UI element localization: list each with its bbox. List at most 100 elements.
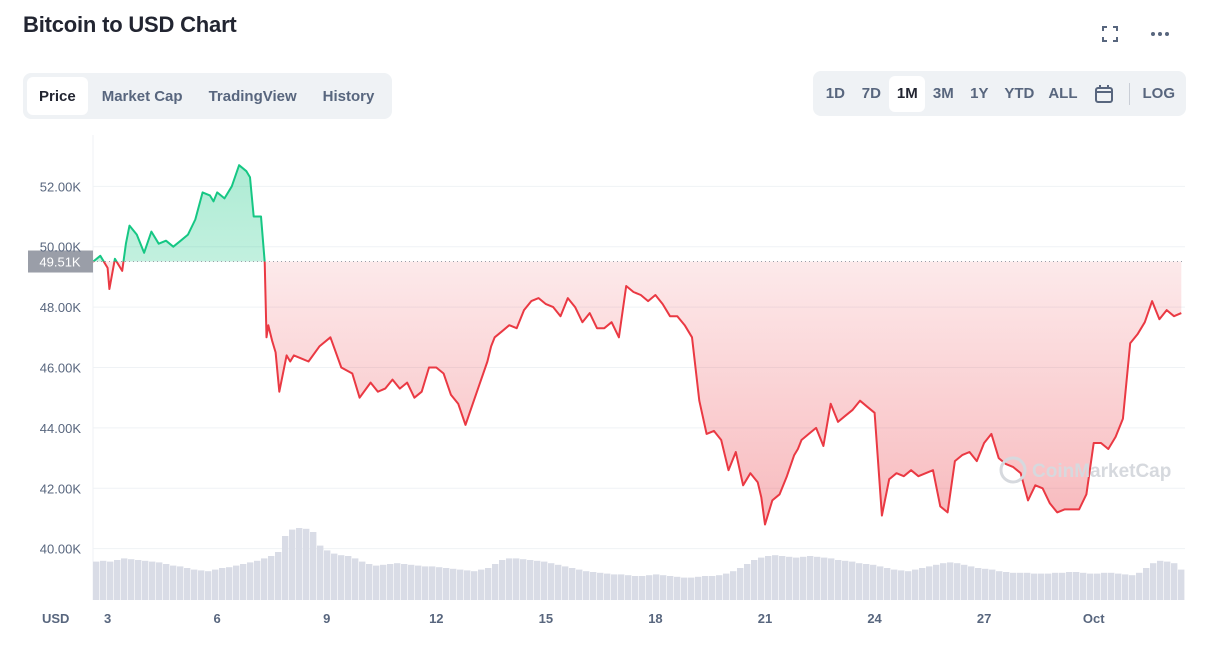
price-line-above: [92, 164, 266, 262]
tab-tradingview[interactable]: TradingView: [208, 87, 297, 105]
volume-bar: [485, 568, 492, 600]
volume-bar: [653, 574, 660, 600]
volume-bar: [156, 562, 163, 600]
volume-bar: [604, 573, 611, 600]
volume-bar: [744, 564, 751, 600]
volume-bar: [688, 577, 695, 600]
volume-bar: [1171, 563, 1178, 600]
volume-bar: [107, 561, 114, 600]
volume-bar: [1066, 572, 1073, 600]
volume-bar: [639, 576, 646, 600]
volume-bar: [282, 536, 289, 600]
volume-bar: [331, 553, 338, 600]
volume-bar: [646, 575, 653, 600]
volume-bar: [205, 571, 212, 600]
volume-bar: [534, 560, 541, 600]
volume-bar: [576, 569, 583, 600]
area-below-reference: [93, 261, 1182, 525]
y-unit-label: USD: [42, 611, 69, 626]
volume-bar: [149, 561, 156, 600]
range-1m[interactable]: 1M: [889, 75, 926, 112]
range-ytd[interactable]: YTD: [1004, 85, 1035, 102]
volume-bar: [422, 566, 429, 600]
volume-bar: [597, 572, 604, 600]
volume-bar: [219, 568, 226, 600]
tab-history[interactable]: History: [322, 87, 375, 105]
volume-bar: [870, 564, 877, 600]
volume-bar: [184, 568, 191, 600]
volume-bar: [359, 561, 366, 600]
volume-bar: [352, 558, 359, 600]
volume-bar: [303, 528, 310, 600]
volume-bar: [121, 558, 128, 600]
volume-bar: [401, 564, 408, 600]
volume-bar: [457, 569, 464, 600]
volume-bar: [723, 573, 730, 600]
chart-title: Bitcoin to USD Chart: [23, 12, 237, 37]
range-all[interactable]: ALL: [1048, 85, 1078, 102]
volume-bar: [254, 560, 261, 600]
volume-bar: [772, 555, 779, 600]
volume-bar: [324, 550, 331, 600]
volume-bar: [1129, 575, 1136, 600]
y-tick-label: 50.00K: [40, 240, 82, 255]
volume-bar: [1178, 569, 1185, 600]
fullscreen-icon[interactable]: [1096, 20, 1124, 48]
volume-bar: [128, 559, 135, 600]
price-area: [93, 165, 1182, 525]
volume-bar: [114, 560, 121, 600]
volume-bar: [163, 564, 170, 600]
volume-bar: [247, 562, 254, 600]
volume-bar: [891, 569, 898, 600]
range-1d[interactable]: 1D: [825, 85, 845, 102]
x-tick-label: 3: [104, 611, 111, 626]
volume-bar: [380, 564, 387, 600]
area-above-reference: [93, 165, 1182, 262]
tab-price[interactable]: Price: [27, 77, 88, 115]
volume-bar: [982, 568, 989, 600]
more-horizontal-icon[interactable]: [1146, 20, 1174, 48]
volume-bar: [233, 565, 240, 600]
volume-bar: [1122, 574, 1129, 600]
volume-bar: [583, 571, 590, 600]
volume-bar: [492, 564, 499, 600]
volume-bar: [940, 563, 947, 600]
volume-bar: [240, 564, 247, 600]
volume-bar: [702, 576, 709, 600]
volume-bar: [625, 575, 632, 600]
volume-bar: [877, 566, 884, 600]
volume-bar: [695, 576, 702, 600]
gridlines: [92, 135, 1185, 600]
volume-bar: [471, 571, 478, 600]
volume-bar: [1059, 572, 1066, 600]
volume-bar: [737, 568, 744, 600]
reference-price-label: 49.51K: [39, 255, 81, 270]
range-7d[interactable]: 7D: [861, 85, 881, 102]
volume-bar: [289, 529, 296, 600]
volume-bar: [170, 565, 177, 600]
range-3m[interactable]: 3M: [932, 85, 954, 102]
volume-bar: [842, 560, 849, 600]
volume-bar: [513, 558, 520, 600]
reference-price-line: 49.51K: [28, 250, 1185, 273]
chart-type-tabs: Price Market Cap TradingView History: [23, 73, 393, 119]
volume-bar: [884, 568, 891, 600]
range-1y[interactable]: 1Y: [970, 85, 989, 102]
tab-market-cap[interactable]: Market Cap: [101, 87, 183, 105]
volume-bar: [681, 577, 688, 600]
volume-bar: [793, 557, 800, 600]
volume-bar: [807, 556, 814, 600]
volume-bar: [667, 576, 674, 600]
volume-bar: [912, 569, 919, 600]
calendar-icon[interactable]: [1085, 76, 1123, 112]
log-scale-toggle[interactable]: LOG: [1142, 85, 1176, 102]
volume-bar: [499, 560, 506, 600]
volume-bar: [261, 558, 268, 600]
volume-bar: [212, 569, 219, 600]
volume-bar: [506, 558, 513, 600]
reference-price-tag: [28, 250, 93, 273]
volume-bar: [317, 545, 324, 600]
volume-bar: [135, 560, 142, 600]
volume-bar: [338, 555, 345, 600]
